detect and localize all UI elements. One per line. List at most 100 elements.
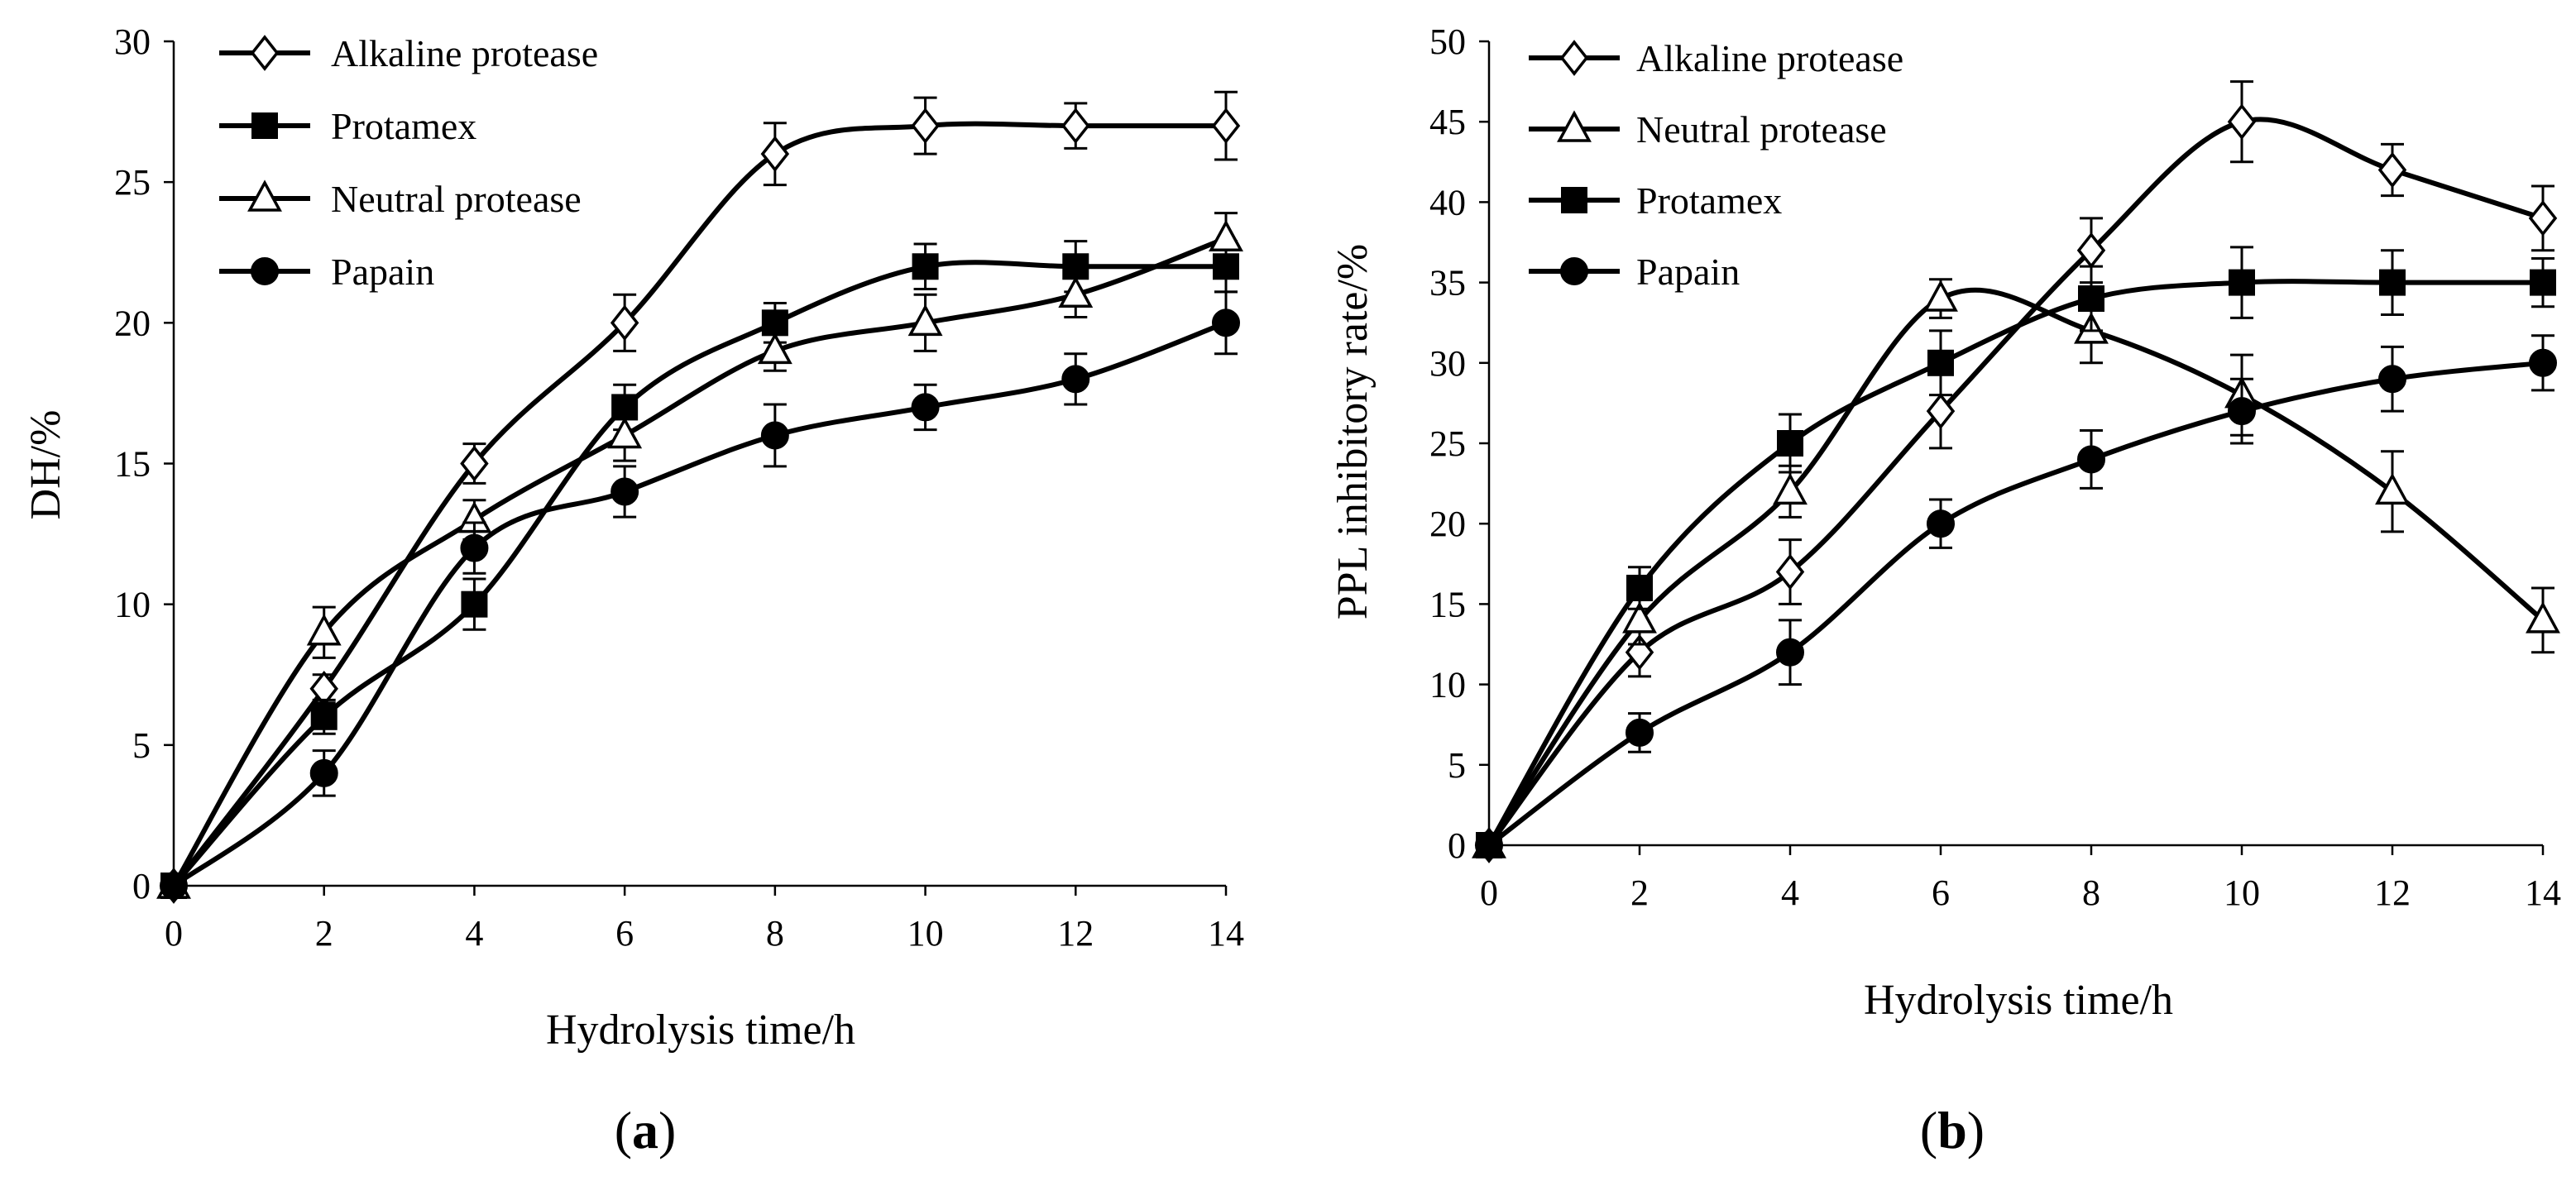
panel-b-y-tick-label: 25: [1429, 423, 1466, 464]
panel-a-legend-entry: Papain: [219, 251, 434, 293]
panel-b-series-neutral-protease-point: [1923, 280, 1958, 312]
panel-a-series-alkaline-protease-point: [911, 108, 940, 144]
panel-b-series-papain-point: [2529, 348, 2557, 377]
panel-a-axes: 0 5 10 15 20 25 30 0 2 4 6 8 10 12 14: [114, 22, 1244, 954]
panel-b-x-axis-label: Hydrolysis time/h: [1864, 977, 2173, 1024]
panel-a-series-neutral-protease-point: [1209, 219, 1243, 251]
panel-a-y-tick-label: 10: [114, 585, 151, 625]
panel-a-series-neutral-protease-point: [757, 332, 792, 365]
panel-b-x-tick-label: 2: [1630, 873, 1649, 913]
panel-a-series-papain-point: [760, 421, 789, 450]
panel-a-series-alkaline-protease: [159, 90, 1241, 904]
panel-a-series-papain-point: [911, 393, 940, 422]
legend-marker-swatch: [251, 257, 279, 285]
panel-b-legend: Alkaline protease Neutral protease Protame…: [1529, 37, 1903, 293]
legend-marker-swatch: [1561, 187, 1587, 213]
panel-b-series-protamex-point: [1927, 349, 1954, 376]
panel-a-legend-entry: Alkaline protease: [219, 32, 598, 74]
legend-marker-swatch: [250, 35, 280, 71]
panel-a-series-protamex-point: [461, 590, 488, 618]
panel-b-x-tick-label: 12: [2374, 873, 2411, 913]
panel-b-series-neutral-protease-point: [2526, 601, 2560, 634]
panel-a-y-tick-label: 0: [132, 866, 151, 906]
panel-b-y-tick-label: 10: [1429, 665, 1466, 705]
panel-a-legend-label: Papain: [331, 251, 434, 293]
panel-b-x-tick-label: 4: [1781, 873, 1799, 913]
panel-a-series-papain-point: [610, 477, 639, 506]
panel-b-series-protamex-point: [2530, 269, 2556, 296]
panel-b-series-papain-point: [2077, 445, 2105, 474]
panel-b-series-alkaline-protease-point: [2377, 151, 2407, 189]
panel-a-legend-entry: Protamex: [219, 105, 476, 147]
panel-b-y-tick-label: 0: [1448, 825, 1466, 866]
panel-b-y-tick-label: 15: [1429, 584, 1466, 624]
panel-b-legend-label: Protamex: [1636, 179, 1782, 222]
panel-a-x-tick-label: 8: [766, 913, 784, 954]
legend-marker-swatch: [1557, 110, 1592, 142]
panel-a-y-axis-label: DH/%: [22, 410, 69, 520]
panel-b-series: [1472, 80, 2560, 863]
panel-b-legend-label: Neutral protease: [1636, 108, 1887, 151]
panel-b-series-neutral-protease-point: [1773, 472, 1808, 505]
panel-a-x-tick-label: 10: [907, 913, 944, 954]
panel-b-legend-entry: Papain: [1529, 251, 1740, 293]
panel-b-series-neutral-protease: [1472, 278, 2560, 858]
panel-b-x-tick-label: 14: [2525, 873, 2561, 913]
panel-b-series-papain-point: [1475, 831, 1503, 859]
panel-a-x-tick-label: 14: [1208, 913, 1244, 954]
panel-a-series-papain-point: [309, 758, 338, 787]
panel-b-y-tick-label: 50: [1429, 22, 1466, 62]
panel-a-series-papain-point: [1061, 365, 1090, 394]
panel-a-y-tick-label: 25: [114, 162, 151, 203]
panel-b-series-alkaline-protease-point: [2528, 200, 2558, 237]
panel-a-y-tick-label: 30: [114, 22, 151, 62]
panel-b-legend-entry: Neutral protease: [1529, 108, 1887, 151]
panel-a-legend-label: Alkaline protease: [331, 32, 598, 74]
panel-a-legend-label: Protamex: [331, 105, 476, 147]
panel-a-label: (a): [615, 1101, 677, 1159]
panel-b-y-tick-label: 20: [1429, 504, 1466, 544]
panel-a-x-tick-label: 0: [165, 913, 183, 954]
panel-b-legend-entry: Protamex: [1529, 179, 1782, 222]
legend-marker-swatch: [247, 179, 282, 212]
panel-b-series-protamex-point: [2379, 269, 2406, 296]
panel-b-legend-label: Alkaline protease: [1636, 37, 1903, 79]
panel-b-x-tick-label: 0: [1480, 873, 1498, 913]
panel-b-y-tick-label: 45: [1429, 102, 1466, 142]
panel-b-series-papain-point: [1927, 509, 1955, 538]
panel-a-series: [156, 90, 1243, 904]
chart-panel-a: 0 5 10 15 20 25 30 0 2 4 6 8 10 12 14 Alkaline proteas…: [22, 22, 1244, 1159]
panel-a-series-alkaline-protease-point: [760, 136, 790, 172]
panel-b-x-tick-label: 8: [2082, 873, 2100, 913]
panel-b-legend-label: Papain: [1636, 251, 1740, 293]
panel-b-y-axis-label: PPL inhibitory rate/%: [1329, 244, 1377, 619]
panel-b-series-alkaline-protease-point: [1775, 553, 1805, 590]
panel-a-x-tick-label: 4: [465, 913, 483, 954]
panel-a-series-papain-point: [460, 533, 489, 562]
panel-b-label: (b): [1920, 1101, 1985, 1159]
panel-b-y-tick-label: 40: [1429, 182, 1466, 222]
panel-a-series-protamex-point: [611, 394, 639, 421]
panel-a-series-neutral-protease-point: [306, 614, 342, 646]
panel-b-series-neutral-protease-point: [1622, 601, 1657, 634]
chart-panel-b: 0 5 10 15 20 25 30 35 40 45 50 0 2 4 6 8 10 12 14 Alkaline…: [1329, 22, 2561, 1159]
panel-b-series-alkaline-protease-point: [1926, 393, 1956, 429]
panel-b-x-tick-label: 10: [2224, 873, 2260, 913]
panel-b-series-protamex-point: [1777, 430, 1803, 457]
panel-a-legend: Alkaline protease Protamex Neutral proteas…: [219, 32, 598, 293]
panel-a-x-tick-label: 2: [315, 913, 333, 954]
panel-a-series-alkaline-protease-point: [1211, 108, 1241, 144]
panel-a-series-papain-point: [1212, 308, 1240, 337]
panel-a-series-neutral-protease-point: [907, 304, 943, 337]
panel-a-series-papain: [160, 290, 1240, 900]
panel-b-series-protamex-point: [2229, 269, 2255, 296]
panel-b-series-papain-point: [1776, 638, 1804, 667]
panel-a-series-alkaline-protease-point: [460, 445, 489, 482]
panel-b-series-papain-point: [2228, 397, 2256, 426]
panel-a-series-protamex-point: [310, 703, 338, 730]
legend-marker-swatch: [1560, 257, 1588, 285]
panel-b-y-tick-label: 35: [1429, 263, 1466, 304]
panel-b-series-neutral-protease-point: [2375, 472, 2410, 505]
